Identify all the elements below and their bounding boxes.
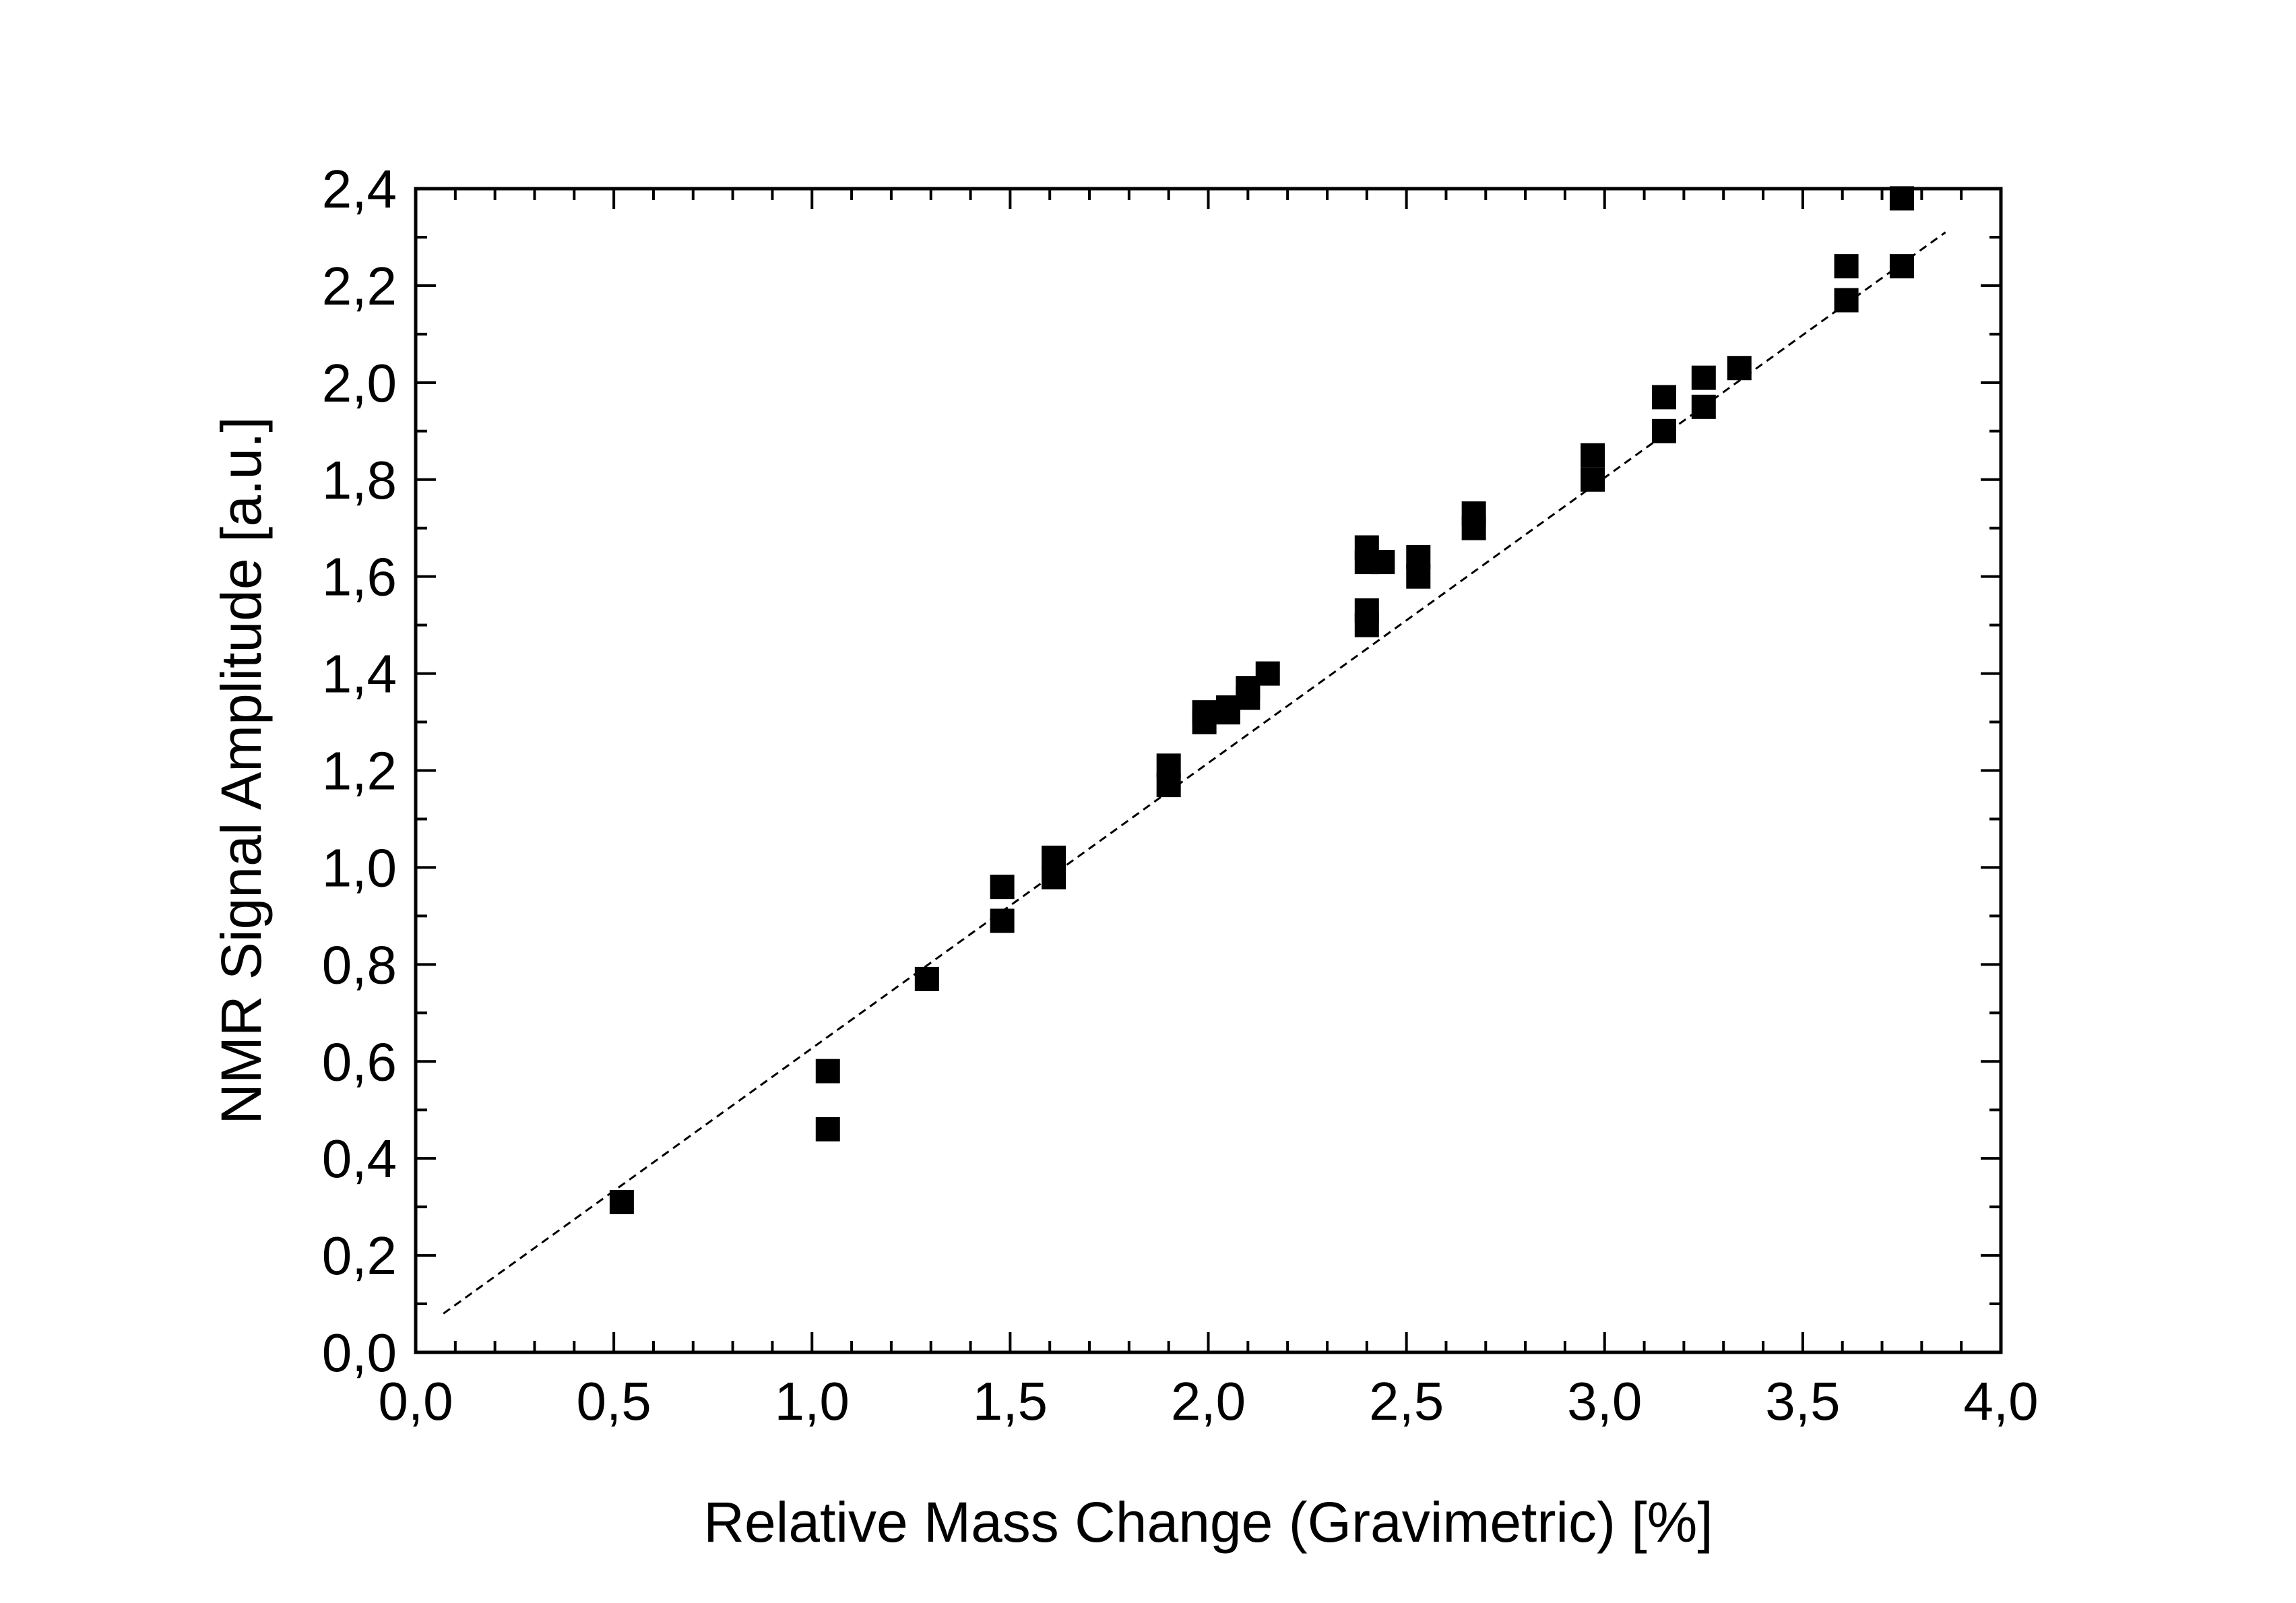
data-point [1691, 365, 1716, 390]
y-tick-label: 1,8 [322, 450, 397, 510]
data-point [1042, 865, 1066, 889]
y-tick-label: 2,2 [322, 256, 397, 316]
data-point [1255, 661, 1280, 686]
y-tick-label: 2,0 [322, 353, 397, 413]
data-point [1834, 254, 1859, 279]
x-axis-ticks [414, 189, 2002, 1352]
y-axis-tick-labels: 0,0 0,2 0,4 0,6 0,8 1,0 1,2 1,4 1,6 1,8 2,0 2,2 2,4 [322, 159, 397, 1383]
y-tick-label: 0,0 [322, 1323, 397, 1383]
data-point [1651, 418, 1676, 443]
data-point [990, 875, 1015, 900]
data-point [1156, 773, 1181, 798]
data-point [1581, 443, 1605, 468]
y-axis-title: NMR Signal Amplitude [a.u.] [210, 416, 273, 1125]
y-tick-label: 1,6 [322, 547, 397, 607]
x-tick-label: 4,0 [1963, 1371, 2038, 1431]
data-point [1354, 612, 1379, 637]
y-tick-label: 1,4 [322, 644, 397, 704]
x-tick-label: 0,5 [577, 1371, 651, 1431]
y-axis-ticks [416, 187, 2001, 1354]
data-point [815, 1059, 840, 1083]
fit-line [443, 231, 1946, 1315]
data-point [1691, 394, 1716, 419]
y-tick-label: 0,4 [322, 1129, 397, 1189]
data-point [1581, 467, 1605, 492]
data-point [1834, 288, 1859, 313]
data-point [1889, 186, 1914, 211]
data-point [609, 1189, 634, 1214]
x-tick-label: 3,0 [1567, 1371, 1642, 1431]
x-axis-title: Relative Mass Change (Gravimetric) [%] [703, 1490, 1713, 1554]
y-tick-label: 0,6 [322, 1032, 397, 1092]
data-point [1461, 515, 1486, 540]
data-point [1727, 356, 1752, 381]
data-point [1192, 710, 1217, 734]
x-tick-label: 2,5 [1369, 1371, 1444, 1431]
y-tick-label: 0,2 [322, 1226, 397, 1286]
data-point [1651, 385, 1676, 410]
data-point [1370, 550, 1395, 575]
data-points [609, 186, 1914, 1214]
x-tick-label: 0,0 [378, 1371, 453, 1431]
data-point [914, 966, 939, 991]
y-tick-label: 0,8 [322, 935, 397, 995]
x-tick-label: 1,5 [973, 1371, 1048, 1431]
data-point [990, 908, 1015, 933]
data-point [1236, 685, 1261, 710]
y-tick-label: 1,2 [322, 741, 397, 801]
x-tick-label: 3,5 [1765, 1371, 1840, 1431]
data-point [815, 1117, 840, 1141]
y-tick-label: 1,0 [322, 838, 397, 898]
x-tick-label: 2,0 [1171, 1371, 1246, 1431]
x-tick-label: 1,0 [775, 1371, 850, 1431]
data-point [1406, 564, 1431, 589]
data-point [1889, 254, 1914, 279]
y-tick-label: 2,4 [322, 159, 397, 219]
x-axis-tick-labels: 0,0 0,5 1,0 1,5 2,0 2,5 3,0 3,5 4,0 [378, 1371, 2038, 1431]
plot-frame [414, 187, 2003, 1354]
